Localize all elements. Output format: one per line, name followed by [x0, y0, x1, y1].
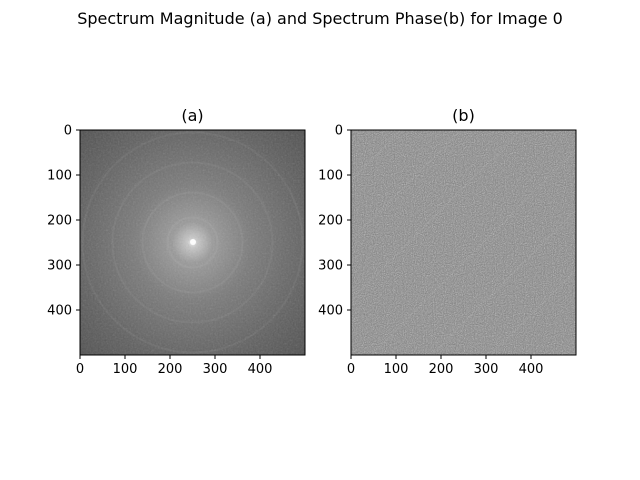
- panel-b-ytick-label: 0: [335, 124, 343, 139]
- panel-b-ytick-label: 100: [318, 169, 343, 184]
- panel-b-xtick-label: 300: [474, 362, 499, 377]
- panel-a-xtick-label: 400: [248, 362, 273, 377]
- panel-a-ytick-label: 300: [47, 259, 72, 274]
- panel-a-title: (a): [181, 106, 203, 125]
- panel-b-xtick-label: 200: [429, 362, 454, 377]
- panel-a-ticks: 0 100 200 300 400 0 100 200 300 400: [47, 124, 272, 378]
- panel-a-ytick-label: 200: [47, 214, 72, 229]
- panel-a-ytick-label: 100: [47, 169, 72, 184]
- panel-b-title: (b): [452, 106, 475, 125]
- panel-b-ytick-label: 400: [318, 304, 343, 319]
- panel-a-xtick-label: 0: [76, 362, 84, 377]
- panel-b-frame: [350, 129, 577, 356]
- panel-a-frame: [79, 129, 306, 356]
- panel-b-ticks: 0 100 200 300 400 0 100 200 300 400: [318, 124, 543, 378]
- phase-image: [350, 129, 577, 356]
- panel-b-ytick-label: 300: [318, 259, 343, 274]
- panel-a-xtick-label: 200: [158, 362, 183, 377]
- panel-a-magnitude: (a) 0 100 200 300 400 0 100 200 300 400: [47, 106, 306, 378]
- panel-b-xtick-label: 0: [347, 362, 355, 377]
- panel-b-xtick-label: 100: [384, 362, 409, 377]
- panel-b-xtick-label: 400: [519, 362, 544, 377]
- panel-b-ytick-label: 200: [318, 214, 343, 229]
- magnitude-center-peak: [190, 239, 196, 245]
- panel-b-phase: (b) 0 100 200 300 400 0 100 200 300 400: [318, 106, 577, 378]
- magnitude-rings: [81, 131, 304, 354]
- phase-diagonal-structure: [350, 129, 577, 356]
- panel-a-xtick-label: 300: [203, 362, 228, 377]
- panel-a-ytick-label: 400: [47, 304, 72, 319]
- panel-a-xtick-label: 100: [113, 362, 138, 377]
- panel-a-ytick-label: 0: [64, 124, 72, 139]
- figure-suptitle: Spectrum Magnitude (a) and Spectrum Phas…: [77, 9, 563, 28]
- magnitude-image: [80, 130, 305, 355]
